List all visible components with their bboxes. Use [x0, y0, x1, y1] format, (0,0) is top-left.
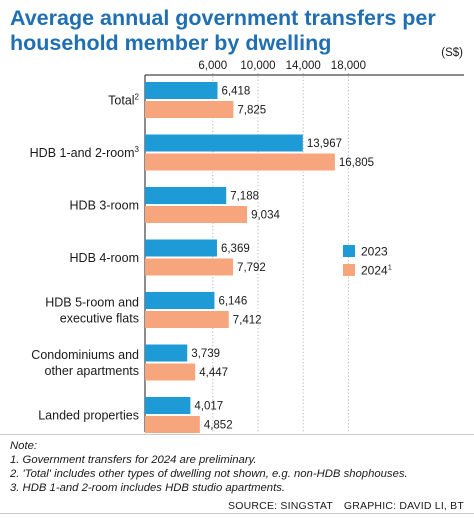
chart-title-line-2: household member by dwelling [10, 31, 332, 55]
category-label: other apartments [45, 364, 140, 378]
bar-2023 [145, 82, 218, 99]
footer-divider [0, 434, 474, 435]
data-label: 6,418 [222, 86, 251, 98]
bar-2024 [145, 206, 248, 223]
legend-swatch-2024 [343, 264, 355, 276]
bar-2023 [145, 344, 188, 362]
chart-title: Average annual government transfers per … [10, 6, 470, 56]
note-1: 1. Government transfers for 2024 are pre… [10, 454, 257, 466]
data-label: 13,967 [307, 138, 342, 150]
category-label: Landed properties [38, 409, 139, 423]
legend-swatch-2023 [343, 245, 355, 257]
x-tick-label: 10,000 [240, 60, 275, 72]
category-label: HDB 1-and 2-room3 [30, 145, 140, 160]
data-label: 4,447 [199, 367, 228, 379]
unit-label: (S$) [441, 47, 463, 59]
x-tick-label: 18,000 [331, 60, 366, 72]
bar-2024 [145, 311, 229, 328]
bar-2024 [145, 101, 234, 118]
data-label: 7,825 [237, 105, 266, 117]
bar-2023 [145, 239, 217, 257]
data-label: 7,188 [230, 191, 259, 203]
data-label: 7,412 [233, 315, 262, 327]
graphic-credit: GRAPHIC: DAVID LI, BT [343, 500, 464, 512]
category-label: Condominiums and [31, 348, 139, 362]
footer-notes: Note: 1. Government transfers for 2024 a… [10, 439, 466, 495]
bar-2023 [145, 187, 227, 204]
data-label: 3,739 [191, 348, 220, 360]
data-label: 6,369 [221, 243, 250, 255]
bar-2024 [145, 416, 200, 433]
note-heading: Note: [10, 440, 38, 452]
data-label: 4,017 [194, 401, 223, 413]
category-label: Total2 [108, 93, 139, 108]
category-label: HDB 4-room [70, 251, 139, 265]
source-credit: SOURCE: SINGSTAT GRAPHIC: DAVID LI, BT [220, 500, 464, 512]
category-label: HDB 3-room [70, 199, 139, 213]
category-label: executive flats [60, 312, 139, 326]
data-label: 9,034 [251, 210, 280, 222]
note-2: 2. 'Total' includes other types of dwell… [10, 468, 408, 480]
data-label: 7,792 [237, 262, 266, 274]
data-label: 4,852 [204, 420, 233, 432]
bar-2023 [145, 292, 215, 309]
data-label: 6,146 [218, 296, 247, 308]
legend-label: 20241 [361, 263, 392, 278]
bar-2024 [145, 363, 196, 381]
x-tick-label: 14,000 [286, 60, 321, 72]
legend-label: 2023 [361, 245, 388, 259]
bar-2023 [145, 397, 191, 414]
note-3: 3. HDB 1-and 2-room includes HDB studio … [10, 482, 286, 494]
chart-title-line-1: Average annual government transfers per [10, 6, 436, 30]
bar-2023 [145, 134, 303, 152]
data-label: 16,805 [339, 157, 374, 169]
source-text: SOURCE: SINGSTAT [228, 500, 333, 512]
category-label: HDB 5-room and [45, 296, 139, 310]
bar-chart: 6,000 10,000 14,000 18,000 (S$) Total2 6,418 7,… [30, 47, 464, 433]
x-tick-label: 6,000 [198, 60, 227, 72]
bottom-divider [0, 513, 474, 514]
bar-2024 [145, 153, 335, 171]
bar-2024 [145, 258, 234, 276]
